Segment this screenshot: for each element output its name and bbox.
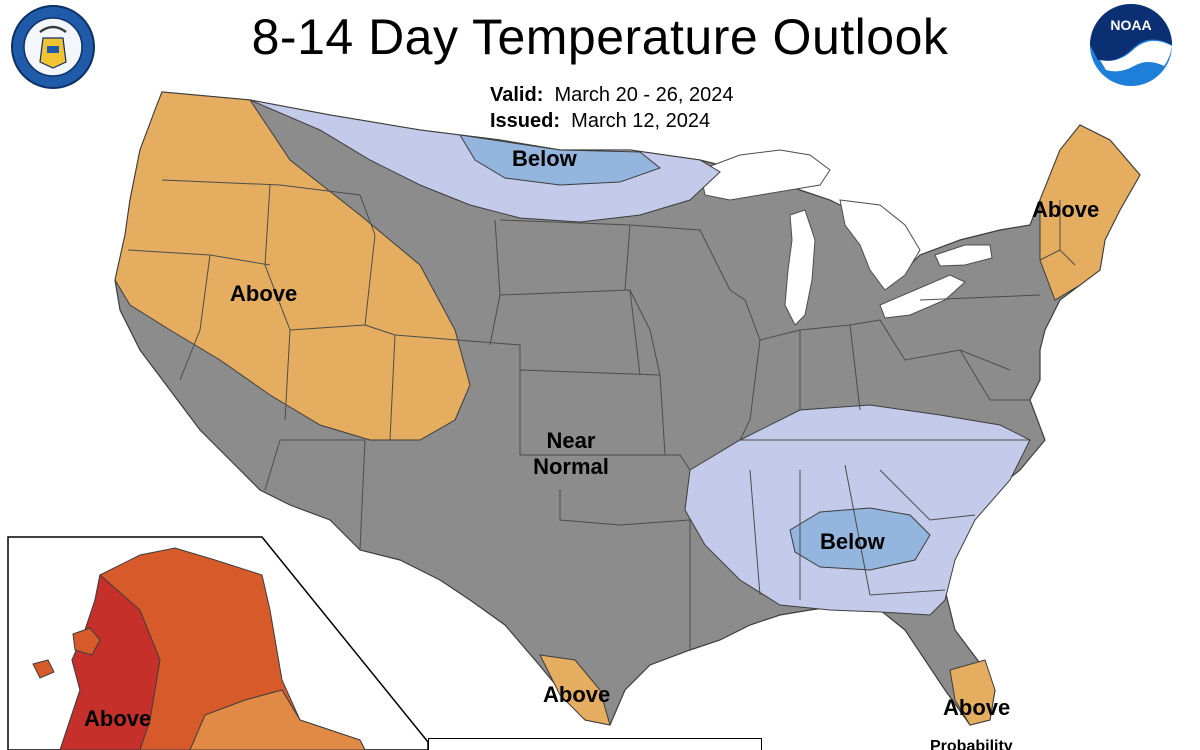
department-of-commerce-seal bbox=[11, 5, 95, 89]
legend-probability-label: Probability bbox=[930, 738, 1013, 750]
alaska-island-west bbox=[72, 627, 101, 656]
alaska-island-nunivak bbox=[32, 659, 55, 679]
alaska-above-medium bbox=[189, 689, 366, 750]
region-southeast-below-core bbox=[789, 507, 931, 571]
label-northeast-above: Above bbox=[1032, 197, 1100, 222]
lake-superior bbox=[699, 149, 831, 201]
issued-date: Issued: March 12, 2024 bbox=[490, 110, 710, 133]
issued-label: Issued: bbox=[490, 110, 561, 132]
label-near-normal-line1: Near bbox=[546, 428, 596, 453]
lake-ontario bbox=[934, 244, 993, 267]
lake-michigan bbox=[784, 209, 816, 326]
label-north-below: Below bbox=[512, 146, 577, 171]
label-texas-above: Above bbox=[543, 682, 611, 707]
issued-value: March 12, 2024 bbox=[571, 110, 711, 132]
region-north-below-core bbox=[459, 134, 662, 186]
state-boundaries bbox=[127, 179, 1076, 650]
noaa-logo: NOAA bbox=[1090, 4, 1172, 86]
noaa-logo-text: NOAA bbox=[1110, 17, 1151, 33]
label-southeast-below: Below bbox=[820, 529, 885, 554]
valid-value: March 20 - 26, 2024 bbox=[554, 84, 734, 106]
valid-label: Valid: bbox=[490, 84, 544, 106]
page-title: 8-14 Day Temperature Outlook bbox=[251, 9, 949, 65]
legend-box bbox=[428, 738, 762, 750]
valid-dates: Valid: March 20 - 26, 2024 bbox=[490, 84, 733, 107]
region-northeast-above bbox=[1039, 124, 1141, 301]
label-alaska-above: Above bbox=[84, 706, 152, 731]
region-west-above bbox=[114, 91, 471, 441]
label-near-normal-line2: Normal bbox=[533, 454, 609, 479]
label-florida-above: Above bbox=[943, 695, 1011, 720]
lake-huron bbox=[839, 199, 921, 291]
region-florida-above bbox=[949, 659, 996, 726]
lake-erie bbox=[879, 274, 966, 319]
alaska-above-strongest bbox=[59, 574, 161, 750]
label-west-above: Above bbox=[230, 281, 298, 306]
label-near-normal: Near Normal bbox=[528, 428, 614, 480]
region-texas-above bbox=[539, 654, 611, 726]
